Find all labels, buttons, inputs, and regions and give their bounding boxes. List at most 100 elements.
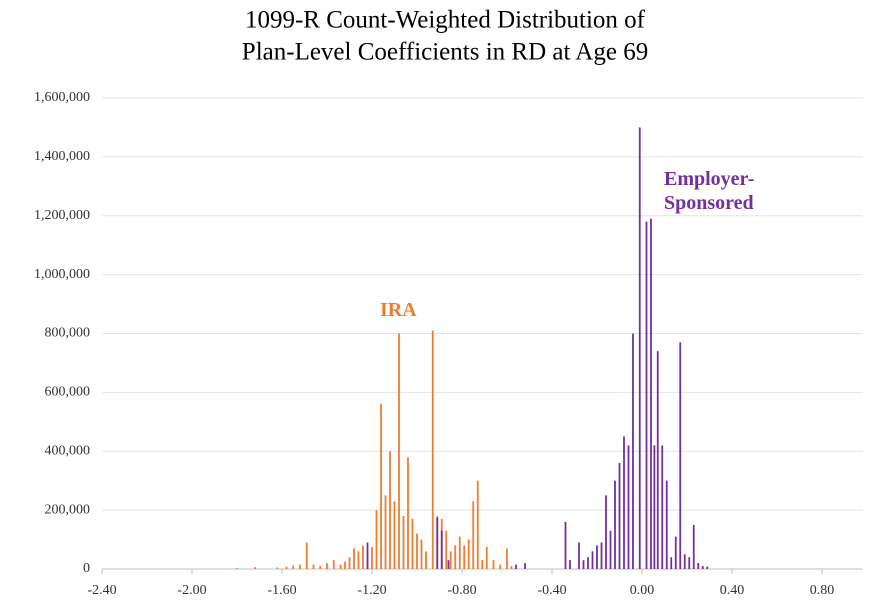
bar — [670, 557, 673, 569]
bar — [339, 564, 342, 569]
x-tick-label: 0.00 — [630, 583, 655, 598]
x-tick-label: -2.40 — [87, 583, 116, 598]
chart-title: 1099-R Count-Weighted Distribution of — [245, 7, 646, 34]
x-tick-label: -1.60 — [267, 583, 296, 598]
bar — [665, 480, 668, 569]
x-tick-label: -0.80 — [447, 583, 476, 598]
bar — [440, 530, 443, 569]
bar — [492, 560, 495, 569]
bar — [407, 457, 409, 569]
x-tick-label: -2.00 — [177, 583, 206, 598]
bar — [431, 330, 434, 569]
bar — [236, 568, 238, 569]
bar — [357, 551, 360, 569]
bar — [292, 565, 295, 569]
bar — [614, 480, 616, 569]
x-tick-label: -0.40 — [537, 583, 566, 598]
bar — [515, 564, 517, 569]
bar — [299, 564, 301, 569]
y-tick-label: 600,000 — [45, 385, 91, 400]
bar — [627, 445, 630, 569]
bar — [389, 451, 391, 569]
bar — [319, 566, 322, 569]
bar — [679, 342, 682, 569]
bar — [380, 404, 382, 569]
bar — [332, 560, 335, 569]
bar — [425, 551, 427, 569]
bar — [569, 560, 571, 569]
y-tick-label: 1,400,000 — [34, 149, 90, 164]
x-tick-label: 0.80 — [810, 583, 835, 598]
y-tick-label: 800,000 — [45, 326, 91, 341]
bar — [445, 530, 448, 569]
bar — [285, 566, 288, 569]
bar — [411, 518, 414, 569]
bar — [605, 495, 607, 569]
bar — [402, 516, 405, 569]
bar — [564, 521, 567, 569]
bar — [600, 542, 603, 569]
bar — [449, 551, 452, 569]
bar — [701, 566, 704, 569]
bar — [454, 545, 457, 569]
bar — [697, 563, 700, 569]
bar — [375, 510, 378, 569]
bar — [510, 566, 513, 569]
bar — [420, 539, 423, 569]
bar — [688, 557, 691, 569]
bar — [463, 545, 466, 569]
bar — [683, 554, 686, 569]
bar — [371, 546, 373, 569]
bar — [362, 545, 364, 569]
bar — [485, 546, 488, 569]
bar — [384, 495, 387, 569]
bar — [632, 333, 634, 569]
bar — [653, 445, 656, 569]
bar — [650, 218, 652, 569]
bar — [524, 563, 526, 569]
bar — [587, 557, 589, 569]
bar — [499, 564, 502, 569]
bar — [416, 533, 418, 569]
bar — [674, 536, 677, 569]
bar — [436, 517, 439, 569]
bar — [312, 564, 315, 569]
x-tick-label: -1.20 — [357, 583, 386, 598]
bar — [591, 551, 594, 569]
bar — [476, 480, 479, 569]
chart-title: Plan-Level Coefficients in RD at Age 69 — [242, 39, 648, 66]
bar — [506, 548, 508, 569]
bar — [578, 542, 580, 569]
bar — [254, 567, 256, 569]
y-tick-label: 1,000,000 — [34, 267, 90, 282]
bar — [582, 560, 585, 569]
x-tick-label: 0.40 — [720, 583, 745, 598]
y-tick-label: 1,200,000 — [34, 208, 90, 223]
bar — [656, 351, 659, 569]
series-label: Employer-Sponsored — [664, 168, 755, 214]
bar — [623, 436, 625, 569]
bar — [276, 567, 279, 569]
bar — [398, 333, 400, 569]
bar — [393, 501, 396, 569]
bar — [706, 566, 709, 569]
bar — [481, 560, 484, 569]
bar — [609, 530, 612, 569]
bar — [661, 445, 664, 569]
bar — [305, 542, 308, 569]
bar — [326, 563, 328, 569]
bar — [472, 501, 475, 569]
series-label: IRA — [380, 299, 417, 321]
bar — [645, 221, 648, 569]
bar — [467, 539, 470, 569]
bar — [366, 542, 369, 569]
bar — [596, 545, 598, 569]
bar — [618, 463, 621, 569]
y-tick-label: 1,600,000 — [34, 90, 90, 105]
y-tick-label: 200,000 — [45, 502, 91, 517]
bar — [447, 560, 450, 569]
y-tick-label: 400,000 — [45, 443, 91, 458]
y-tick-label: 0 — [83, 561, 90, 576]
